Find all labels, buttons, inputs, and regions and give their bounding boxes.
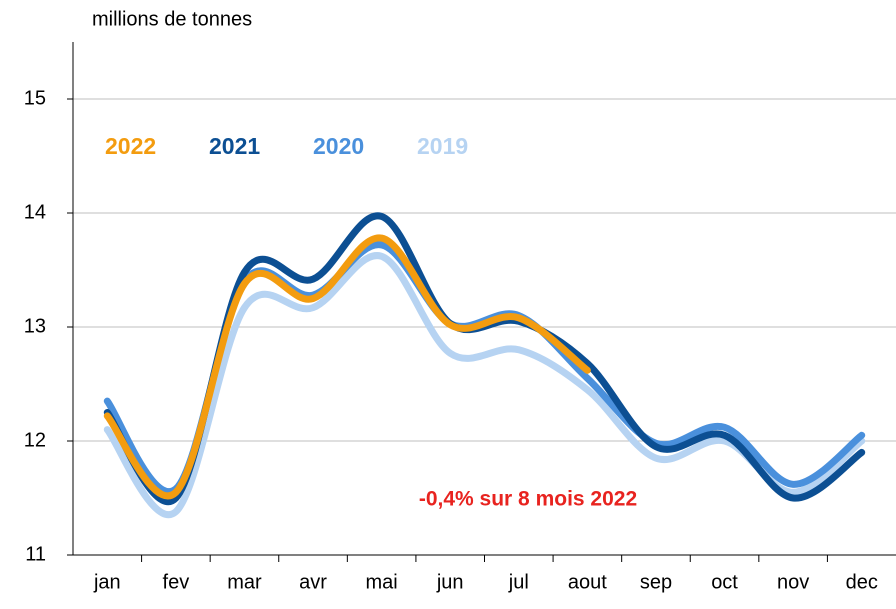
series-line (103, 252, 866, 519)
legend-entry: 2019 (417, 133, 468, 159)
y-tick-label: 15 (24, 87, 46, 109)
y-axis-label: millions de tonnes (92, 8, 252, 30)
x-tick-label: avr (299, 571, 327, 593)
x-tick-label: jun (436, 571, 464, 593)
x-tick-label: mar (227, 571, 262, 593)
legend-entry: 2020 (313, 133, 364, 159)
y-tick-label: 14 (24, 201, 46, 223)
x-tick-label: jul (508, 571, 529, 593)
x-tick-label: aout (568, 571, 607, 593)
y-tick-label: 11 (25, 543, 46, 565)
x-tick-label: oct (711, 571, 738, 593)
x-tick-label: fev (163, 571, 190, 593)
y-tick-label: 12 (24, 429, 46, 451)
legend-entry: 2021 (209, 133, 260, 159)
x-tick-label: nov (777, 571, 809, 593)
series-line (103, 234, 591, 500)
legend-entry: 2022 (105, 133, 156, 159)
y-tick-label: 13 (24, 315, 46, 337)
annotation: -0,4% sur 8 mois 2022 (419, 488, 637, 511)
x-tick-label: mai (366, 571, 398, 593)
x-tick-label: dec (846, 571, 878, 593)
x-tick-label: sep (640, 571, 672, 593)
x-tick-label: jan (93, 571, 121, 593)
